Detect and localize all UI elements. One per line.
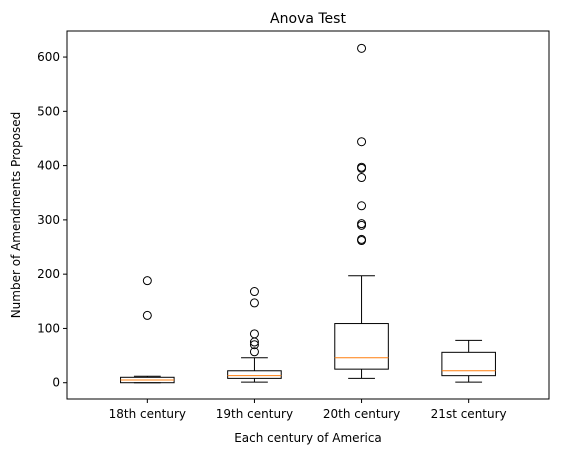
y-tick-label: 200 (37, 267, 60, 281)
x-tick-label: 18th century (109, 407, 186, 421)
outlier-point (250, 330, 258, 338)
outlier-point (143, 311, 151, 319)
x-tick-label: 21st century (431, 407, 507, 421)
plot-area (121, 44, 496, 382)
outlier-point (358, 44, 366, 52)
outlier-point (250, 288, 258, 296)
y-axis-label: Number of Amendments Proposed (9, 112, 23, 319)
iqr-box (228, 371, 282, 379)
axes-frame (67, 31, 549, 399)
outlier-point (358, 202, 366, 210)
y-tick-label: 600 (37, 50, 60, 64)
y-tick-label: 500 (37, 104, 60, 118)
x-axis-label: Each century of America (234, 431, 382, 445)
iqr-box (442, 352, 496, 375)
chart-title: Anova Test (270, 11, 346, 27)
x-tick-label: 19th century (216, 407, 293, 421)
outlier-point (250, 299, 258, 307)
y-tick-label: 300 (37, 213, 60, 227)
y-tick-label: 100 (37, 321, 60, 335)
iqr-box (335, 324, 389, 370)
outlier-point (143, 277, 151, 285)
x-tick-label: 20th century (323, 407, 400, 421)
outlier-point (358, 138, 366, 146)
outlier-point (358, 174, 366, 182)
y-tick-label: 400 (37, 159, 60, 173)
y-tick-label: 0 (52, 376, 60, 390)
